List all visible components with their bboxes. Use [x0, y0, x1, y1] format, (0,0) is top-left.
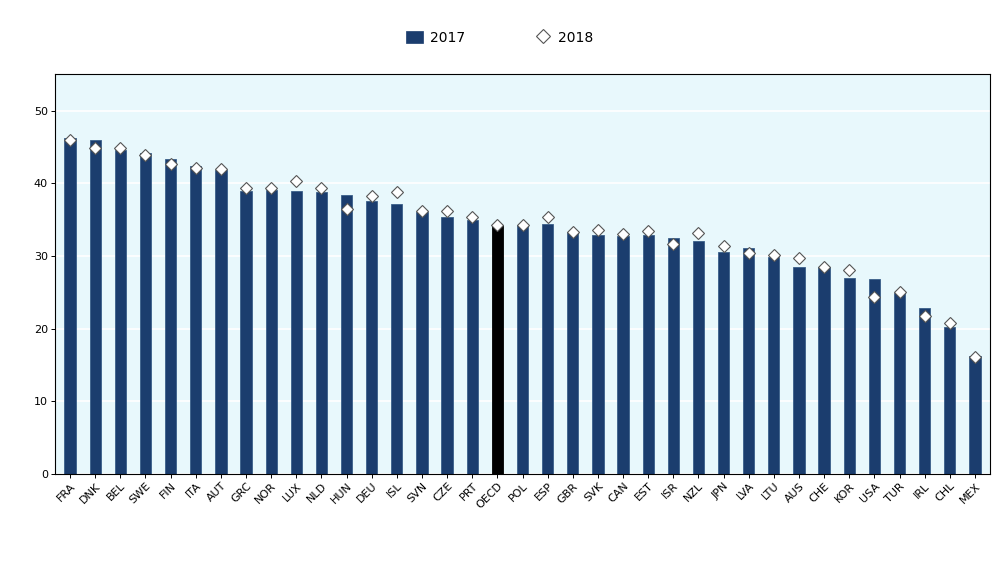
Bar — [617, 236, 629, 474]
Bar — [467, 220, 478, 474]
Bar — [165, 159, 176, 474]
Bar — [391, 204, 402, 474]
Bar — [492, 224, 503, 474]
Bar — [366, 202, 377, 474]
Bar — [215, 170, 227, 474]
Bar — [567, 232, 578, 474]
Bar — [416, 212, 428, 474]
Bar — [919, 308, 930, 474]
Bar — [190, 166, 201, 474]
Bar — [64, 138, 76, 474]
Bar — [869, 279, 880, 474]
Legend: 2017, 2018: 2017, 2018 — [401, 25, 599, 50]
Bar — [291, 191, 302, 474]
Bar — [441, 218, 453, 474]
Bar — [140, 154, 151, 474]
Bar — [542, 224, 553, 474]
Bar — [944, 327, 955, 474]
Bar — [115, 150, 126, 474]
Bar — [768, 258, 779, 474]
Bar — [693, 240, 704, 474]
Bar — [316, 192, 327, 474]
Bar — [592, 235, 604, 474]
Bar — [668, 239, 679, 474]
Bar — [266, 190, 277, 474]
Bar — [793, 267, 805, 474]
Bar — [90, 140, 101, 474]
Bar — [818, 267, 830, 474]
Bar — [969, 356, 981, 474]
Bar — [341, 195, 352, 474]
Bar — [517, 224, 528, 474]
Bar — [643, 235, 654, 474]
Bar — [844, 279, 855, 474]
Bar — [240, 191, 252, 474]
Bar — [743, 248, 754, 474]
Bar — [894, 293, 905, 474]
Bar — [718, 252, 729, 474]
